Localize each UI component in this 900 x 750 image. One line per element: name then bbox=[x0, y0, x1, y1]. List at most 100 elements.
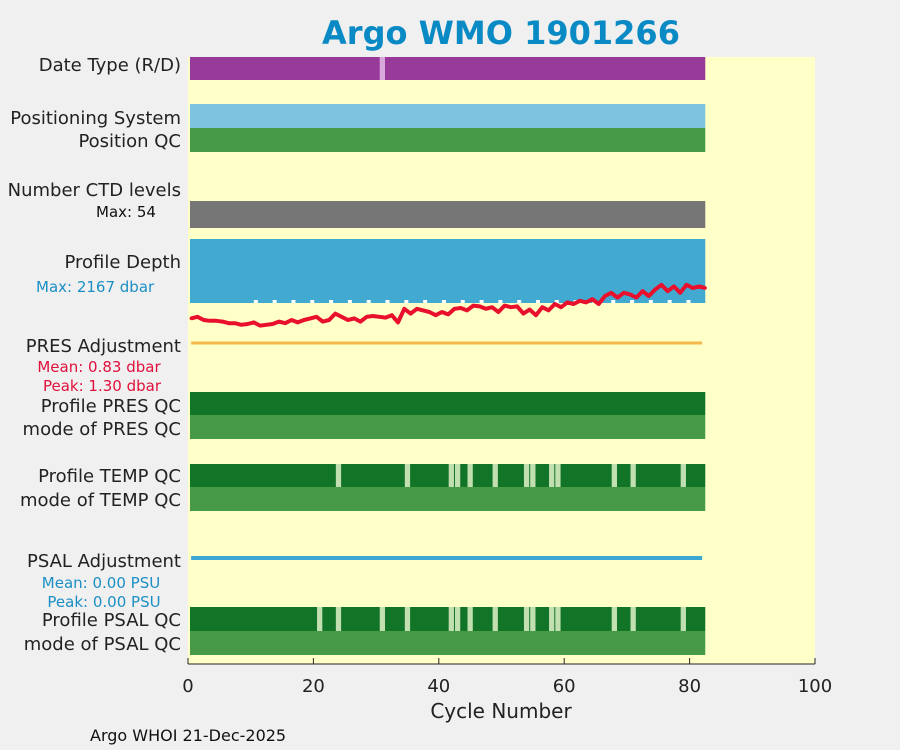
depth-point bbox=[390, 313, 394, 317]
row-label-3: Number CTD levels bbox=[8, 180, 181, 201]
depth-point bbox=[264, 323, 268, 327]
depth-edge-mark bbox=[272, 300, 277, 303]
bar-4 bbox=[190, 239, 706, 303]
flag-11-12 bbox=[611, 607, 617, 631]
depth-point bbox=[314, 315, 319, 319]
row-label-1: Positioning System bbox=[10, 108, 181, 129]
flag-11-2 bbox=[379, 607, 386, 631]
depth-point bbox=[678, 291, 682, 295]
depth-edge-mark bbox=[648, 300, 653, 303]
depth-point bbox=[283, 321, 287, 325]
depth-edge-mark bbox=[329, 300, 334, 303]
x-tick-label-4: 80 bbox=[678, 676, 701, 697]
bar-11 bbox=[190, 607, 706, 631]
depth-point bbox=[252, 320, 256, 324]
flag-11-5 bbox=[454, 607, 461, 631]
flag-11-8 bbox=[523, 607, 530, 631]
flag-8-10 bbox=[611, 464, 617, 487]
row-label-8: Profile TEMP QC bbox=[38, 466, 181, 487]
depth-point bbox=[346, 318, 350, 322]
flag-8-9 bbox=[555, 464, 561, 487]
depth-edge-mark bbox=[460, 300, 465, 303]
depth-point bbox=[684, 283, 689, 287]
depth-point bbox=[271, 322, 275, 326]
row-label-4: Profile Depth bbox=[64, 252, 181, 273]
depth-point bbox=[515, 304, 519, 308]
depth-point bbox=[220, 320, 225, 324]
flag-11-6 bbox=[467, 607, 473, 631]
row-labels: Date Type (R/D) Positioning SystemPositio… bbox=[8, 55, 181, 655]
depth-point bbox=[296, 320, 300, 324]
depth-point bbox=[603, 294, 607, 298]
depth-point bbox=[540, 305, 544, 309]
depth-point bbox=[208, 319, 212, 323]
flag-8-1 bbox=[404, 464, 411, 487]
depth-edge-mark bbox=[310, 300, 315, 303]
depth-edge-mark bbox=[517, 300, 522, 303]
depth-point bbox=[440, 310, 444, 314]
flag-11-0 bbox=[317, 607, 323, 631]
flag-11-13 bbox=[630, 607, 636, 631]
depth-point bbox=[227, 321, 231, 325]
depth-edge-mark bbox=[667, 300, 672, 303]
depth-edge-mark bbox=[498, 300, 503, 303]
depth-point bbox=[377, 315, 381, 319]
depth-point bbox=[245, 322, 250, 326]
flag-8-8 bbox=[549, 464, 555, 487]
flag-8-3 bbox=[454, 464, 461, 487]
x-axis-label: Cycle Number bbox=[430, 699, 572, 723]
depth-point bbox=[640, 289, 645, 293]
footer-credit: Argo WHOI 21-Dec-2025 bbox=[90, 726, 286, 745]
depth-point bbox=[572, 302, 576, 306]
depth-point bbox=[659, 283, 663, 287]
bar-12 bbox=[190, 631, 706, 655]
psal-mean-label: Mean: 0.00 PSU bbox=[42, 574, 160, 592]
flag-11-3 bbox=[404, 607, 411, 631]
flag-11-9 bbox=[530, 607, 536, 631]
depth-point bbox=[615, 296, 620, 300]
depth-point bbox=[402, 307, 406, 311]
pres-peak-label: Peak: 1.30 dbar bbox=[43, 377, 162, 395]
flag-11-1 bbox=[335, 607, 342, 631]
flag-8-11 bbox=[630, 464, 636, 487]
depth-point bbox=[352, 316, 356, 320]
depth-point bbox=[697, 284, 701, 288]
depth-point bbox=[340, 315, 344, 319]
depth-point bbox=[195, 315, 200, 319]
bar-2 bbox=[190, 128, 706, 152]
depth-point bbox=[509, 305, 513, 309]
bar-7 bbox=[190, 415, 706, 439]
depth-edge-mark bbox=[611, 300, 616, 303]
depth-point bbox=[214, 319, 218, 323]
flag-8-6 bbox=[523, 464, 530, 487]
x-tick-label-0: 0 bbox=[182, 676, 193, 697]
depth-point bbox=[302, 318, 306, 322]
depth-point bbox=[371, 314, 375, 318]
chart-title: Argo WMO 1901266 bbox=[322, 14, 680, 52]
depth-point bbox=[365, 315, 369, 319]
depth-edge-mark bbox=[423, 300, 428, 303]
depth-point bbox=[427, 310, 431, 314]
depth-point bbox=[496, 310, 500, 314]
depth-point bbox=[703, 286, 707, 290]
depth-point bbox=[597, 302, 601, 306]
depth-point bbox=[477, 304, 482, 308]
depth-point bbox=[578, 299, 582, 303]
flag-8-5 bbox=[492, 464, 498, 487]
psal-peak-label: Peak: 0.00 PSU bbox=[47, 593, 160, 611]
depth-point bbox=[521, 312, 526, 316]
depth-point bbox=[189, 316, 193, 320]
depth-point bbox=[308, 316, 312, 320]
depth-point bbox=[233, 321, 237, 325]
depth-point bbox=[289, 318, 294, 322]
depth-max-label: Max: 2167 dbar bbox=[36, 278, 155, 296]
depth-point bbox=[628, 292, 632, 296]
depth-point bbox=[421, 308, 425, 312]
depth-edge-mark bbox=[291, 300, 296, 303]
flag-8-12 bbox=[680, 464, 686, 487]
bar-3 bbox=[190, 201, 706, 228]
depth-point bbox=[534, 313, 538, 317]
row-label-5: PRES Adjustment bbox=[26, 336, 181, 357]
flag-11-10 bbox=[549, 607, 555, 631]
row-label-7: mode of PRES QC bbox=[23, 419, 181, 440]
